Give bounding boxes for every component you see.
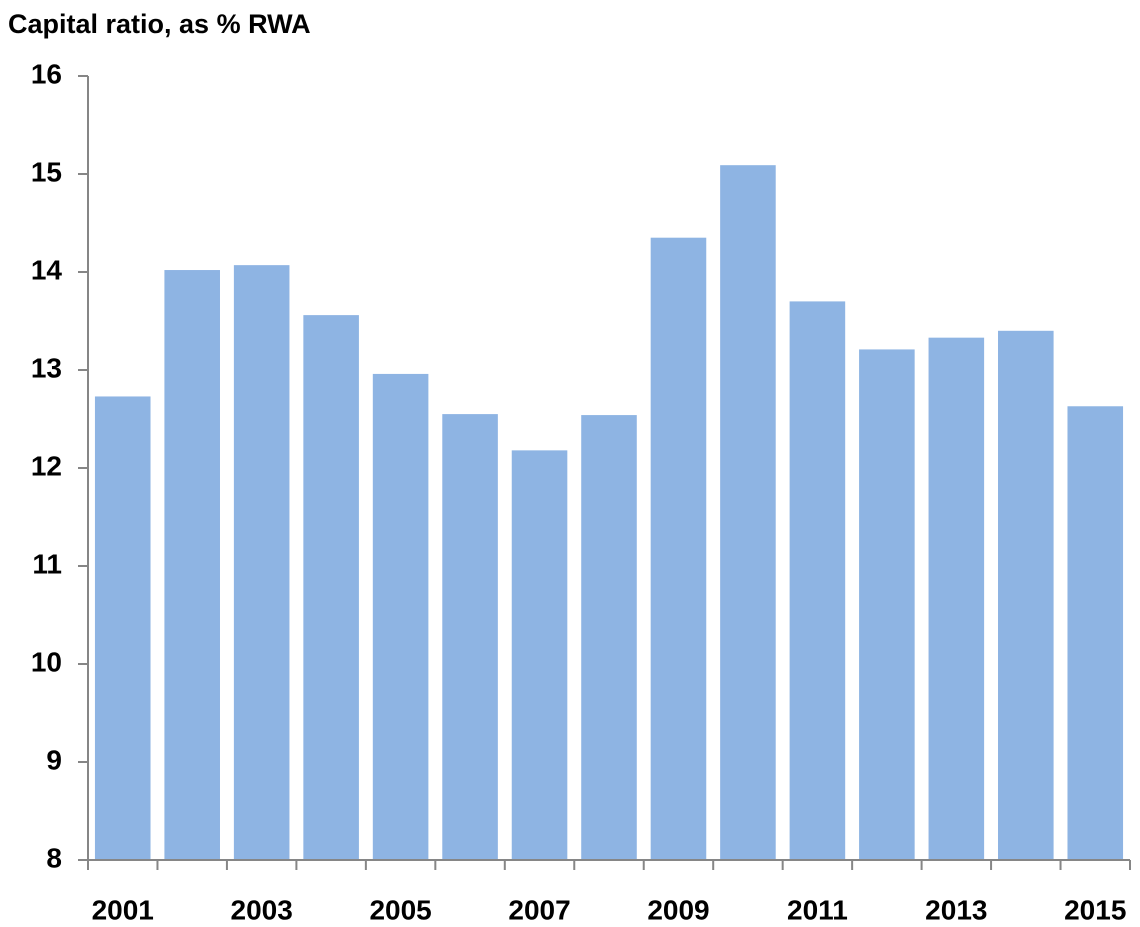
x-tick-label: 2015 [1064,894,1126,925]
y-tick-label: 10 [31,646,62,677]
bar [1067,406,1124,860]
bar [581,415,637,860]
bar [789,301,846,860]
bar [442,414,498,860]
y-tick-label: 9 [46,744,62,775]
x-tick-label: 2005 [369,894,431,925]
x-tick-label: 2013 [925,894,987,925]
x-tick-label: 2007 [508,894,570,925]
x-tick-label: 2003 [231,894,293,925]
bar [511,450,568,860]
bar [998,330,1054,860]
y-tick-label: 14 [31,254,63,285]
x-tick-label: 2011 [787,894,848,925]
bar [720,165,776,860]
y-tick-label: 13 [31,352,62,383]
bar [303,315,359,860]
x-tick-label: 2001 [92,894,154,925]
bar [372,373,429,860]
x-tick-label: 2009 [647,894,709,925]
bar [233,265,290,860]
bar [650,237,707,860]
y-tick-label: 15 [31,156,62,187]
bar [859,349,915,860]
y-tick-label: 16 [31,58,62,89]
y-tick-label: 11 [32,548,62,579]
bar [164,270,220,860]
y-tick-label: 12 [31,450,62,481]
bar [928,337,985,860]
chart-title: Capital ratio, as % RWA [8,9,311,39]
bar [94,396,151,860]
y-tick-label: 8 [46,842,62,873]
